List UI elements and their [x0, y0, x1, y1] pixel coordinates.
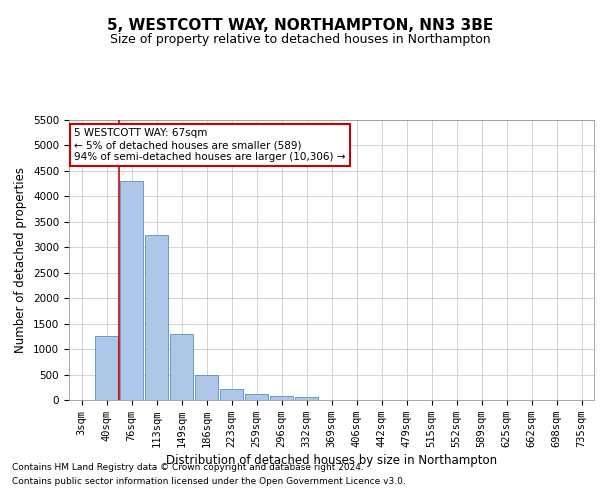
Text: Contains HM Land Registry data © Crown copyright and database right 2024.: Contains HM Land Registry data © Crown c… [12, 464, 364, 472]
Y-axis label: Number of detached properties: Number of detached properties [14, 167, 28, 353]
Text: 5 WESTCOTT WAY: 67sqm
← 5% of detached houses are smaller (589)
94% of semi-deta: 5 WESTCOTT WAY: 67sqm ← 5% of detached h… [74, 128, 346, 162]
Bar [145, 234, 168, 400]
Text: Size of property relative to detached houses in Northampton: Size of property relative to detached ho… [110, 32, 490, 46]
X-axis label: Distribution of detached houses by size in Northampton: Distribution of detached houses by size … [166, 454, 497, 467]
Bar [245, 394, 268, 400]
Text: 5, WESTCOTT WAY, NORTHAMPTON, NN3 3BE: 5, WESTCOTT WAY, NORTHAMPTON, NN3 3BE [107, 18, 493, 32]
Bar [120, 181, 143, 400]
Bar [220, 388, 243, 400]
Bar [270, 396, 293, 400]
Bar [195, 374, 218, 400]
Bar [295, 397, 318, 400]
Text: Contains public sector information licensed under the Open Government Licence v3: Contains public sector information licen… [12, 477, 406, 486]
Bar [170, 334, 193, 400]
Bar [95, 336, 118, 400]
